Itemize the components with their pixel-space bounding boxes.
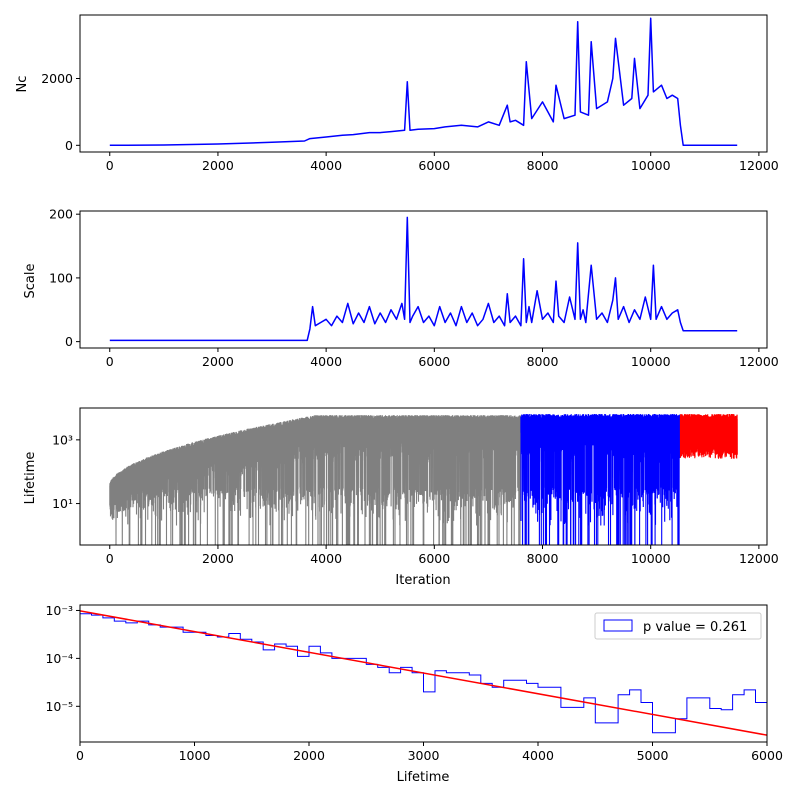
- y-tick-label: 10³: [52, 432, 73, 447]
- y-tick-label: 10⁻⁵: [45, 699, 73, 714]
- x-tick-label: 6000: [418, 158, 450, 173]
- panel-lifetime-ylabel: Lifetime: [23, 452, 38, 505]
- x-tick-label: 5000: [637, 748, 669, 763]
- panel-nc-ylabel: Nc: [15, 76, 30, 93]
- x-tick-label: 2000: [293, 748, 325, 763]
- panel-lifetime-xlabel: Iteration: [395, 573, 450, 588]
- x-tick-label: 4000: [310, 354, 342, 369]
- y-tick-label: 100: [49, 270, 73, 285]
- series-line: [109, 216, 738, 342]
- series-line: [109, 17, 738, 147]
- panel-histogram: 0 1000 2000 3000 4000 5000 6000 10⁻³ 10⁻⁴ 10⁻⁵ Li…: [45, 603, 782, 785]
- x-tick-label: 6000: [751, 748, 783, 763]
- panel-nc-frame: [79, 14, 768, 153]
- panel-scale-frame: [79, 210, 768, 349]
- x-tick-label: 1000: [179, 748, 211, 763]
- x-tick-label: 0: [106, 354, 114, 369]
- panel-histogram-ticks: 0 1000 2000 3000 4000 5000 6000 10⁻³ 10⁻⁴ 10⁻⁵: [45, 603, 782, 763]
- x-tick-label: 0: [106, 158, 114, 173]
- lifetime-series: [109, 415, 522, 545]
- fit-line: [80, 610, 767, 736]
- x-tick-label: 6000: [418, 354, 450, 369]
- panel-nc-ticks: 0 2000 4000 6000 8000 10000 12000 0 2000: [41, 71, 779, 173]
- panel-histogram-frame: [79, 604, 768, 743]
- x-tick-label: 10000: [631, 158, 671, 173]
- x-tick-label: 8000: [527, 551, 559, 566]
- panel-scale-ylabel: Scale: [23, 264, 38, 299]
- x-tick-label: 0: [106, 551, 114, 566]
- y-tick-label: 200: [49, 207, 73, 222]
- panel-lifetime-trace: 0 2000 4000 6000 8000 10000 12000 10³ 10¹ Lifeti…: [23, 407, 779, 588]
- x-tick-label: 6000: [418, 551, 450, 566]
- x-tick-label: 2000: [202, 354, 234, 369]
- panel-lifetime-ticks: 0 2000 4000 6000 8000 10000 12000 10³ 10¹: [52, 432, 779, 566]
- x-tick-label: 4000: [310, 158, 342, 173]
- panel-scale-ticks: 0 2000 4000 6000 8000 10000 12000 0 100 200: [49, 207, 779, 369]
- x-tick-label: 12000: [739, 354, 779, 369]
- panel-histogram-series: [80, 610, 767, 736]
- legend-swatch: [603, 619, 633, 632]
- x-tick-label: 10000: [631, 354, 671, 369]
- x-tick-label: 12000: [739, 158, 779, 173]
- panel-nc-series: [109, 17, 738, 147]
- lifetime-series: [679, 413, 738, 459]
- panel-lifetime-series: [109, 413, 738, 545]
- y-tick-label: 0: [65, 334, 73, 349]
- legend-label: p value = 0.261: [643, 620, 747, 635]
- panel-nc: 0 2000 4000 6000 8000 10000 12000 0 2000 Nc: [15, 14, 779, 173]
- panel-lifetime-frame: [79, 407, 768, 546]
- lifetime-series: [520, 413, 681, 545]
- panel-scale: 0 2000 4000 6000 8000 10000 12000 0 100 200 Scale: [23, 207, 779, 369]
- panel-histogram-xlabel: Lifetime: [397, 770, 450, 785]
- legend-box: [594, 612, 762, 640]
- x-tick-label: 8000: [527, 354, 559, 369]
- x-tick-label: 3000: [408, 748, 440, 763]
- x-tick-label: 0: [76, 748, 84, 763]
- x-tick-label: 4000: [310, 551, 342, 566]
- panel-scale-series: [109, 216, 738, 342]
- x-tick-label: 2000: [202, 158, 234, 173]
- y-tick-label: 0: [65, 138, 73, 153]
- y-tick-label: 10⁻³: [45, 603, 73, 618]
- x-tick-label: 12000: [739, 551, 779, 566]
- y-tick-label: 2000: [41, 71, 73, 86]
- legend: p value = 0.261: [594, 612, 762, 640]
- x-tick-label: 10000: [631, 551, 671, 566]
- x-tick-label: 4000: [522, 748, 554, 763]
- x-tick-label: 8000: [527, 158, 559, 173]
- y-tick-label: 10⁻⁴: [45, 651, 73, 666]
- x-tick-label: 2000: [202, 551, 234, 566]
- y-tick-label: 10¹: [52, 496, 73, 511]
